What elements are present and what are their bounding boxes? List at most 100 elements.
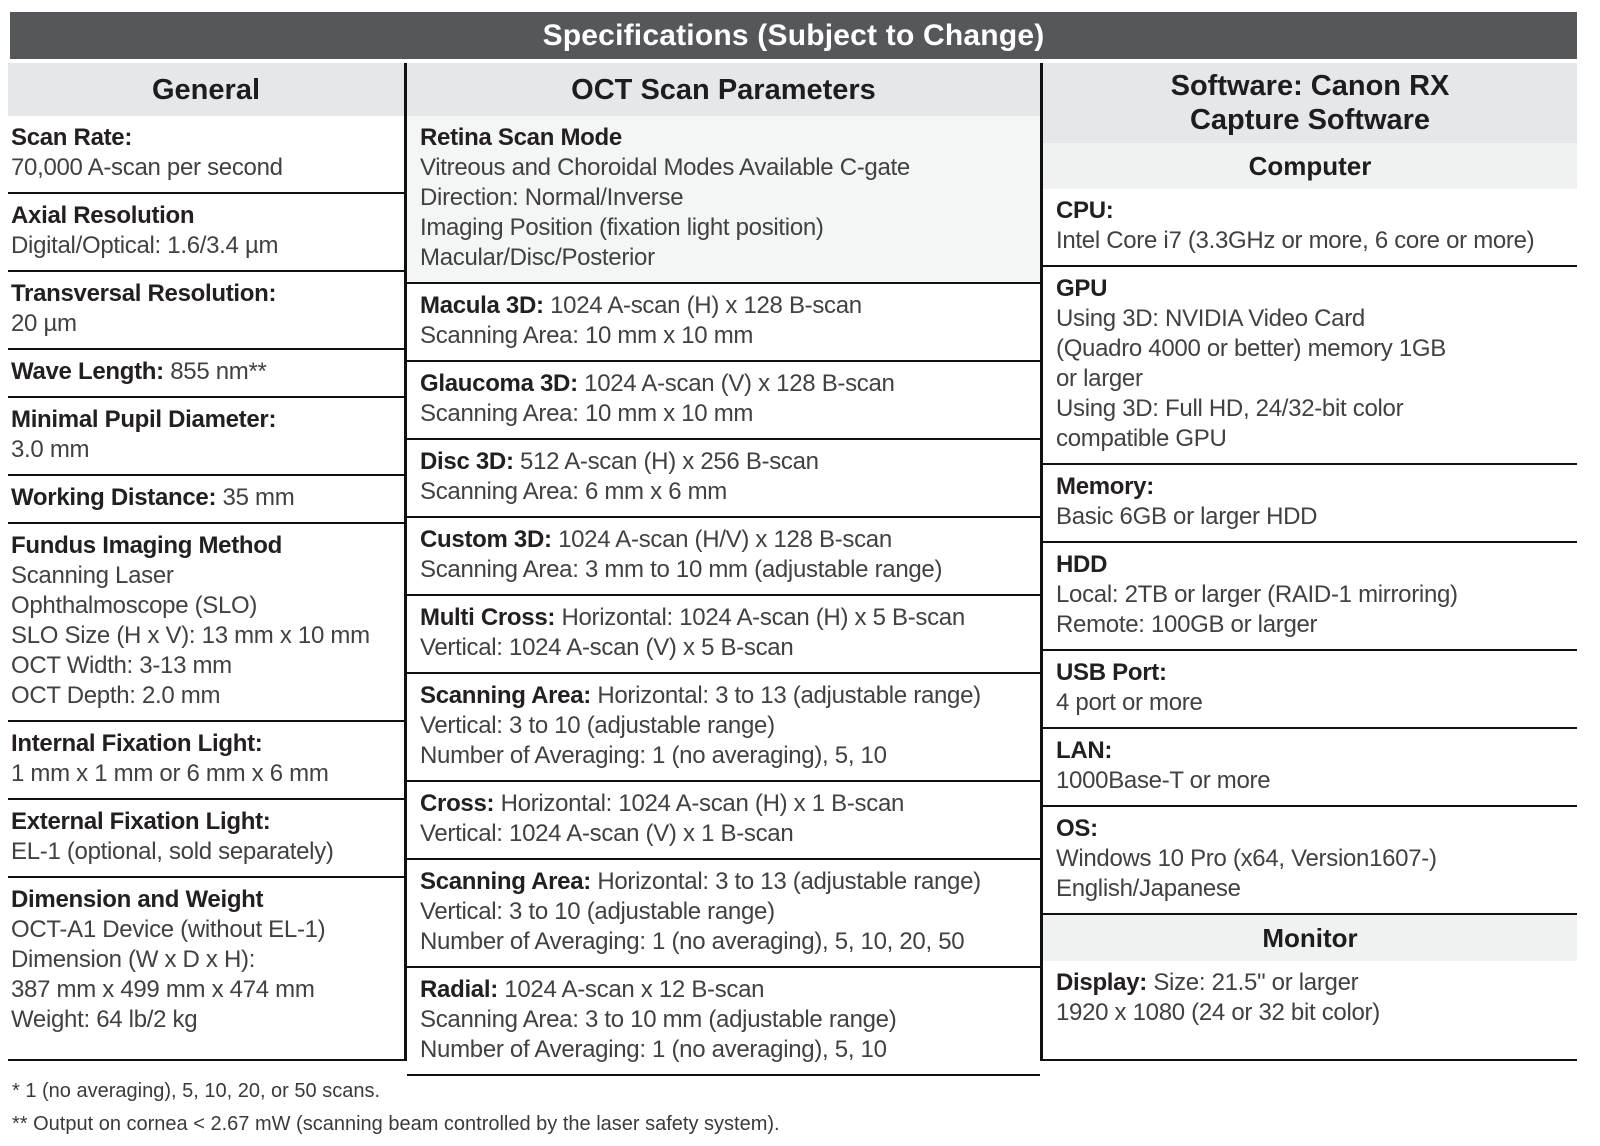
spec-line: 3.0 mm — [11, 436, 90, 463]
row-disc-3d: Disc 3D: 512 A-scan (H) x 256 B-scan Scan… — [407, 440, 1040, 518]
page-title: Specifications (Subject to Change) — [542, 18, 1045, 52]
column-general-body: Scan Rate: 70,000 A-scan per second Axial … — [8, 116, 404, 1061]
row-scanning-area: Scanning Area: Horizontal: 3 to 13 (adju… — [407, 674, 1040, 782]
footnotes: * 1 (no averaging), 5, 10, 20, or 50 sca… — [8, 1061, 1577, 1141]
spec-line: USB Port: — [1056, 658, 1565, 688]
spec-line: Scanning Area: 6 mm x 6 mm — [420, 478, 727, 505]
spec-value: 35 mm — [222, 484, 295, 511]
title-bar: Specifications (Subject to Change) — [10, 12, 1577, 59]
column-header-software: Software: Canon RX Capture Software — [1043, 63, 1577, 143]
spec-line: Transversal Resolution: — [11, 279, 398, 309]
row-gpu: GPU Using 3D: NVIDIA Video Card (Quadro 40… — [1043, 267, 1577, 465]
column-software-body: Computer CPU: Intel Core i7 (3.3GHz or mor… — [1043, 143, 1577, 1061]
spec-line: Direction: Normal/Inverse — [420, 184, 684, 211]
row-display: Display: Size: 21.5" or larger 1920 x 108… — [1043, 961, 1577, 1061]
spec-line: Scanning Area: 10 mm x 10 mm — [420, 322, 754, 349]
spec-label: Working Distance: — [11, 484, 217, 511]
spec-value: Horizontal: 3 to 13 (adjustable range) — [597, 682, 981, 709]
spec-label: Macula 3D: — [420, 292, 544, 319]
spec-line: Internal Fixation Light: — [11, 729, 398, 759]
spec-line: Custom 3D: 1024 A-scan (H/V) x 128 B-sca… — [420, 525, 1028, 555]
row-cross: Cross: Horizontal: 1024 A-scan (H) x 1 B… — [407, 782, 1040, 860]
spec-line: Scanning Area: 3 to 10 mm (adjustable ra… — [420, 1006, 897, 1033]
spec-line: Windows 10 Pro (x64, Version1607-) — [1056, 845, 1437, 872]
spec-value: Horizontal: 3 to 13 (adjustable range) — [597, 868, 981, 895]
spec-line: Ophthalmoscope (SLO) — [11, 592, 258, 619]
spec-value: 1024 A-scan (H) x 128 B-scan — [550, 292, 862, 319]
spec-line: Macula 3D: 1024 A-scan (H) x 128 B-scan — [420, 291, 1028, 321]
row-minimal-pupil-diameter: Minimal Pupil Diameter: 3.0 mm — [8, 398, 404, 476]
spec-line: Dimension (W x D x H): — [11, 946, 256, 973]
row-transversal-resolution: Transversal Resolution: 20 µm — [8, 272, 404, 350]
spec-line: OS: — [1056, 814, 1565, 844]
spec-line: compatible GPU — [1056, 425, 1227, 452]
column-header-oct-label: OCT Scan Parameters — [571, 73, 876, 106]
column-oct-body: Retina Scan Mode Vitreous and Choroidal M… — [407, 116, 1040, 1076]
spec-line: EL-1 (optional, sold separately) — [11, 838, 334, 865]
spec-line: Scan Rate: — [11, 123, 398, 153]
spec-label: Minimal Pupil Diameter: — [11, 406, 277, 433]
row-wave-length: Wave Length: 855 nm** — [8, 350, 404, 398]
footnote-averaging: * 1 (no averaging), 5, 10, 20, or 50 sca… — [12, 1080, 380, 1102]
spec-label: Radial: — [420, 976, 498, 1003]
row-multi-cross: Multi Cross: Horizontal: 1024 A-scan (H)… — [407, 596, 1040, 674]
spec-line: OCT Width: 3-13 mm — [11, 652, 232, 679]
row-cpu: CPU: Intel Core i7 (3.3GHz or more, 6 cor… — [1043, 189, 1577, 267]
row-os: OS: Windows 10 Pro (x64, Version1607-) Eng… — [1043, 807, 1577, 915]
spec-line: English/Japanese — [1056, 875, 1241, 902]
spec-line: or larger — [1056, 365, 1143, 392]
spec-line: Imaging Position (fixation light positio… — [420, 214, 824, 241]
row-external-fixation-light: External Fixation Light: EL-1 (optional, … — [8, 800, 404, 878]
spec-line: 4 port or more — [1056, 689, 1203, 716]
column-header-general: General — [8, 63, 404, 116]
spec-line: LAN: — [1056, 736, 1565, 766]
spec-label: Cross: — [420, 790, 495, 817]
row-scan-rate: Scan Rate: 70,000 A-scan per second — [8, 116, 404, 194]
spec-line: Macular/Disc/Posterior — [420, 244, 655, 271]
row-hdd: HDD Local: 2TB or larger (RAID-1 mirrorin… — [1043, 543, 1577, 651]
spec-label: OS: — [1056, 815, 1098, 842]
row-usb-port: USB Port: 4 port or more — [1043, 651, 1577, 729]
spec-line: GPU — [1056, 274, 1565, 304]
spec-line: Scanning Area: 3 mm to 10 mm (adjustable… — [420, 556, 943, 583]
spec-value: Horizontal: 1024 A-scan (H) x 5 B-scan — [561, 604, 965, 631]
spec-label: External Fixation Light: — [11, 808, 271, 835]
spec-line: SLO Size (H x V): 13 mm x 10 mm — [11, 622, 370, 649]
spec-line: Minimal Pupil Diameter: — [11, 405, 398, 435]
row-axial-resolution: Axial Resolution Digital/Optical: 1.6/3.4… — [8, 194, 404, 272]
spec-line: Digital/Optical: 1.6/3.4 µm — [11, 232, 279, 259]
spec-line: Local: 2TB or larger (RAID-1 mirroring) — [1056, 581, 1458, 608]
spec-line: Number of Averaging: 1 (no averaging), 5… — [420, 742, 887, 769]
spec-value: Horizontal: 1024 A-scan (H) x 1 B-scan — [500, 790, 905, 817]
spec-label: CPU: — [1056, 197, 1114, 224]
row-radial: Radial: 1024 A-scan x 12 B-scan Scanning … — [407, 968, 1040, 1076]
spec-line: Vitreous and Choroidal Modes Available C… — [420, 154, 910, 181]
spec-line: Vertical: 1024 A-scan (V) x 5 B-scan — [420, 634, 794, 661]
spec-line: Cross: Horizontal: 1024 A-scan (H) x 1 B… — [420, 789, 1028, 819]
spec-line: Radial: 1024 A-scan x 12 B-scan — [420, 975, 1028, 1005]
spec-line: Wave Length: 855 nm** — [11, 357, 398, 387]
spec-label: Retina Scan Mode — [420, 124, 622, 151]
spec-line: Display: Size: 21.5" or larger — [1056, 968, 1565, 998]
spec-label: Custom 3D: — [420, 526, 552, 553]
spec-line: Using 3D: NVIDIA Video Card — [1056, 305, 1365, 332]
spec-table: General Scan Rate: 70,000 A-scan per seco… — [8, 63, 1577, 1076]
spec-line: Intel Core i7 (3.3GHz or more, 6 core or… — [1056, 227, 1535, 254]
spec-line: OCT Depth: 2.0 mm — [11, 682, 221, 709]
column-software: Software: Canon RX Capture Software Comp… — [1043, 63, 1577, 1061]
spec-line: Retina Scan Mode — [420, 123, 1028, 153]
spec-line: (Quadro 4000 or better) memory 1GB — [1056, 335, 1446, 362]
row-lan: LAN: 1000Base-T or more — [1043, 729, 1577, 807]
spec-line: Number of Averaging: 1 (no averaging), 5… — [420, 1036, 887, 1063]
spec-label: Scanning Area: — [420, 682, 591, 709]
spec-value: 1024 A-scan (H/V) x 128 B-scan — [558, 526, 892, 553]
footnote-laser-output: ** Output on cornea < 2.67 mW (scanning … — [12, 1113, 780, 1135]
column-general: General Scan Rate: 70,000 A-scan per seco… — [8, 63, 404, 1061]
column-header-software-line1: Software: Canon RX — [1170, 70, 1450, 102]
spec-line: Weight: 64 lb/2 kg — [11, 1006, 198, 1033]
spec-line: Vertical: 3 to 10 (adjustable range) — [420, 898, 775, 925]
spec-line: Multi Cross: Horizontal: 1024 A-scan (H)… — [420, 603, 1028, 633]
spec-value: 1024 A-scan (V) x 128 B-scan — [584, 370, 895, 397]
spec-line: Scanning Area: 10 mm x 10 mm — [420, 400, 754, 427]
spec-label: Glaucoma 3D: — [420, 370, 578, 397]
